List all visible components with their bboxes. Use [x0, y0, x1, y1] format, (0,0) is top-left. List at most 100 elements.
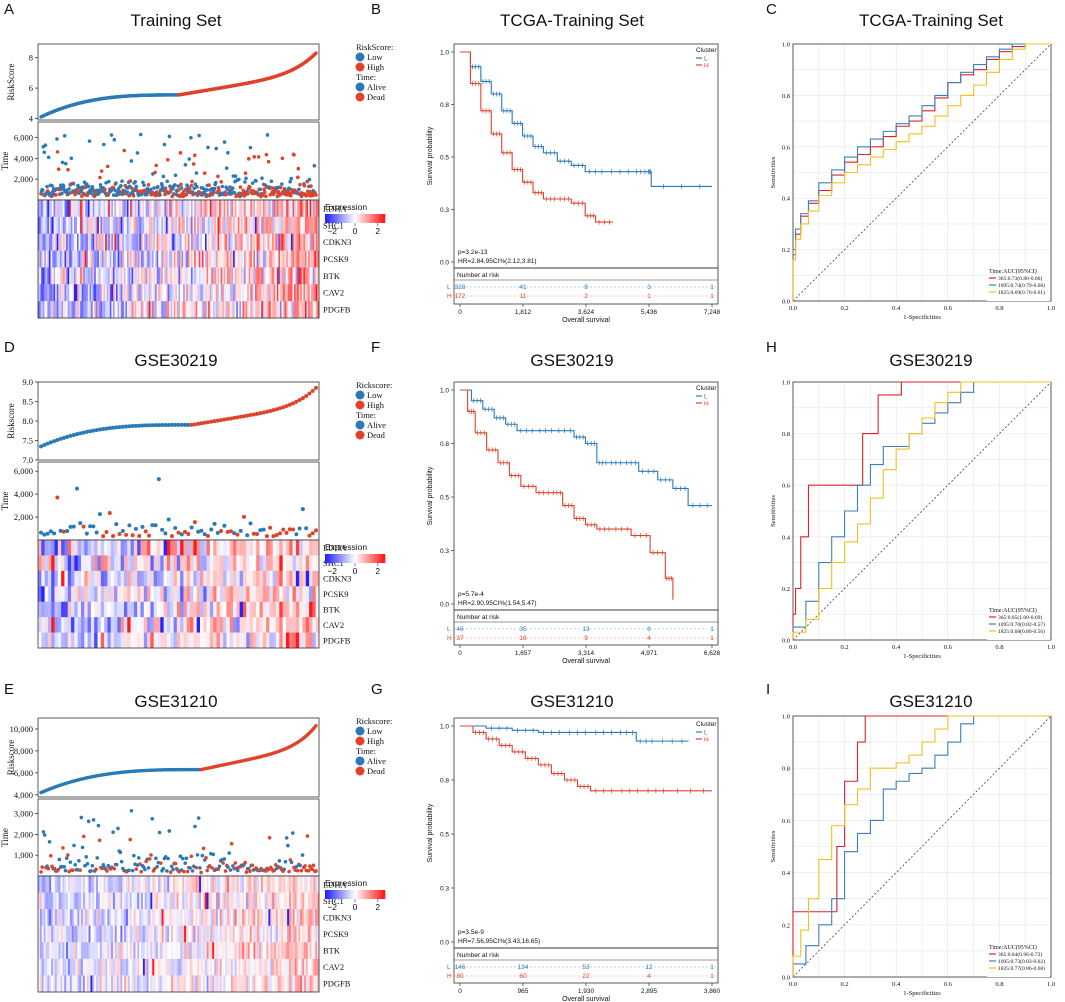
heatmap-cell [254, 267, 257, 285]
heatmap-cell [112, 909, 116, 927]
heatmap-cell [62, 284, 65, 302]
heatmap-cell [67, 284, 70, 302]
time-point [188, 866, 192, 870]
heatmap-cell [70, 216, 73, 235]
heatmap-cell [57, 601, 62, 618]
legend-low-marker [355, 726, 365, 736]
heatmap-cell [221, 892, 224, 910]
heatmap-cell [90, 958, 93, 976]
heatmap-cell [230, 267, 232, 285]
heatmap-cell [219, 909, 222, 927]
heatmap-cell [58, 892, 61, 910]
heatmap-cell [272, 586, 277, 603]
heatmap-cell [114, 301, 117, 319]
heatmap-cell [223, 617, 227, 633]
heatmap-cell [302, 892, 305, 910]
heatmap-cell [217, 233, 220, 251]
heatmap-cell [262, 216, 265, 235]
heatmap-cell [50, 284, 53, 302]
heatmap-cell [219, 958, 222, 976]
heatmap-cell [272, 601, 277, 618]
risk-table-count: 1 [647, 293, 651, 300]
panel-title: Training Set [130, 11, 221, 30]
heatmap-cell [183, 284, 186, 302]
heatmap-cell [266, 555, 270, 572]
heatmap-cell [53, 250, 56, 268]
heatmap-cell [254, 250, 257, 268]
heatmap-cell [170, 233, 173, 251]
time-point [129, 808, 134, 813]
time-point [165, 157, 170, 162]
heatmap-cell [249, 540, 254, 556]
heatmap-cell [266, 632, 270, 649]
heatmap-cell [150, 942, 153, 960]
heatmap-cell [109, 942, 112, 960]
heatmap-cell [92, 892, 95, 910]
heatmap-cell [292, 267, 295, 285]
heatmap-cell [219, 570, 224, 587]
heatmap-cell [164, 233, 167, 251]
heatmap-cell [165, 942, 168, 960]
heatmap-cell [109, 216, 112, 235]
heatmap-cell [250, 284, 253, 302]
heatmap-cell [38, 586, 42, 603]
heatmap-cell [209, 267, 212, 285]
heatmap-cell [81, 892, 84, 910]
heatmap-cell [260, 909, 264, 927]
heatmap-cell [183, 586, 188, 603]
heatmap-cell [72, 284, 75, 302]
heatmap-cell [266, 958, 269, 976]
heatmap-cell [67, 540, 72, 556]
legend-risk-title: RiskScore: [356, 42, 393, 52]
roc-xtick-label: 0.2 [841, 644, 849, 651]
expression-legend-swatch [369, 214, 372, 223]
heatmap-cell [86, 301, 89, 319]
heatmap-cell [206, 892, 209, 910]
heatmap-cell [248, 233, 251, 251]
heatmap-cell [290, 892, 294, 910]
heatmap-cell [98, 216, 101, 235]
expression-legend-swatch [351, 554, 354, 563]
heatmap-cell [98, 267, 101, 285]
legend-low: Low [367, 390, 383, 400]
heatmap-cell [52, 909, 56, 927]
heatmap-cell [276, 555, 280, 572]
heatmap-cell [226, 617, 231, 633]
heatmap-cell [236, 601, 241, 618]
time-point [42, 532, 47, 537]
heatmap-cell [127, 632, 131, 649]
heatmap-cell [191, 925, 194, 943]
heatmap-cell [123, 632, 128, 649]
heatmap-cell [208, 958, 211, 976]
heatmap-cell [157, 909, 161, 927]
heatmap-cell [306, 284, 309, 302]
heatmap-cell [305, 909, 309, 927]
heatmap-cell [295, 540, 300, 556]
time-point [133, 179, 138, 184]
time-point [250, 863, 255, 867]
km-hr: HR=2.90,95CI%(1.54,5.47) [458, 600, 537, 607]
heatmap-cell [217, 958, 221, 976]
heatmap-cell [176, 570, 181, 587]
heatmap-cell [210, 958, 213, 976]
heatmap-cell [94, 250, 97, 268]
heatmap-cell [163, 601, 168, 618]
heatmap-cell [94, 617, 98, 633]
heatmap-cell [123, 570, 128, 587]
heatmap-cell [57, 540, 62, 556]
heatmap-cell [166, 301, 168, 319]
expression-legend-title: Expression [325, 542, 367, 552]
heatmap-cell [172, 250, 175, 268]
heatmap-cell [156, 301, 159, 319]
heatmap-cell [182, 909, 185, 927]
heatmap-cell [117, 555, 122, 572]
heatmap-cell [279, 958, 282, 976]
heatmap-cell [153, 617, 158, 633]
heatmap-cell [161, 909, 164, 927]
heatmap-cell [227, 958, 230, 976]
heatmap-gene-label: LDHA [323, 543, 347, 553]
time-point [207, 183, 211, 187]
time-ytick-label: 4,000 [14, 153, 33, 163]
heatmap-cell [244, 267, 247, 285]
heatmap-cell [223, 233, 226, 251]
